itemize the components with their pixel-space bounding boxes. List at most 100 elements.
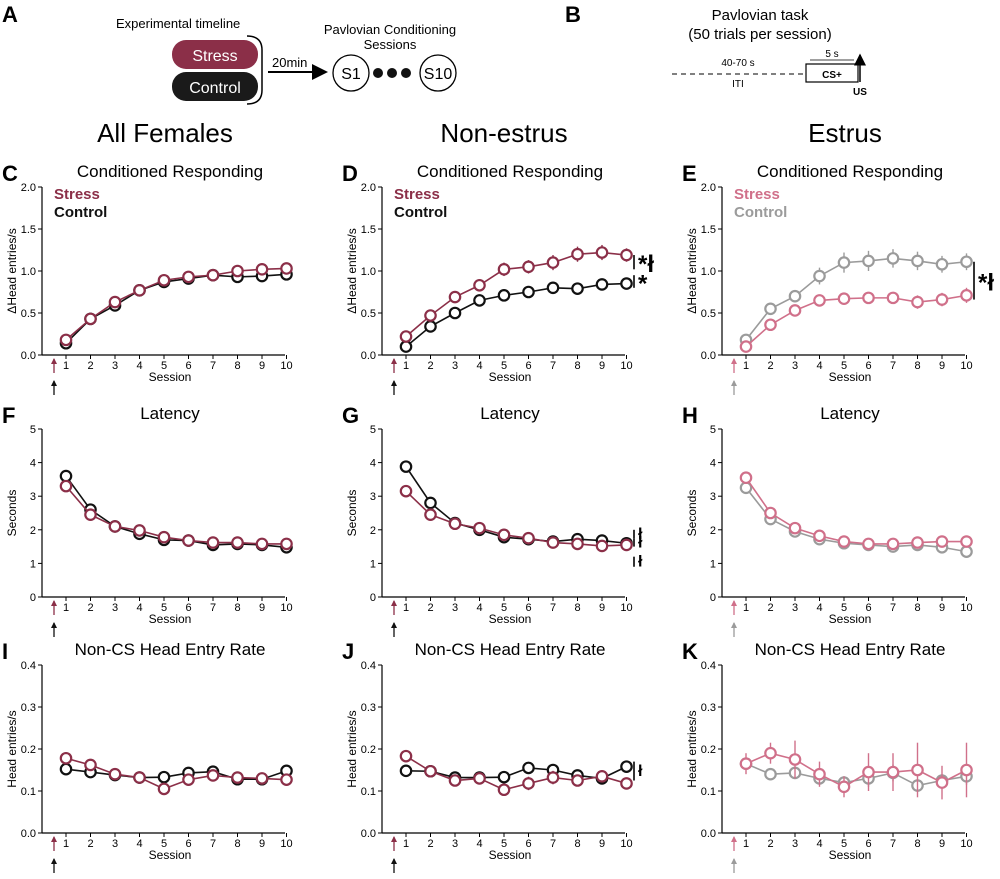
data-point	[108, 295, 122, 309]
data-point	[862, 291, 875, 305]
x-tick-label: 9	[259, 360, 265, 372]
x-tick-label: 6	[525, 360, 531, 372]
x-tick-label: 1	[403, 838, 409, 850]
x-tick-label: 8	[914, 838, 920, 850]
y-tick-label: 0.5	[361, 308, 376, 320]
x-axis-label: Session	[829, 370, 872, 384]
series-line	[405, 765, 627, 780]
y-tick-label: 0.2	[361, 744, 376, 756]
x-tick-label: 8	[574, 838, 580, 850]
panel-letter-a: A	[2, 2, 18, 27]
x-tick-label: 3	[452, 838, 458, 850]
data-point	[133, 524, 146, 537]
x-tick-label: 5	[841, 838, 847, 850]
y-tick-label: 0.0	[701, 828, 716, 840]
x-tick-label: 6	[185, 602, 191, 614]
series-line	[65, 768, 287, 781]
data-point	[206, 268, 220, 282]
data-point	[935, 776, 949, 789]
data-point	[280, 773, 293, 786]
series-control	[399, 277, 633, 353]
us-label: US	[853, 87, 867, 98]
data-point	[497, 289, 511, 302]
y-axis-label: Seconds	[5, 490, 19, 537]
chart-panel-c: C Conditioned Responding 0.0 0.5 1.0 1.5 2.0 ΔH…	[2, 161, 293, 395]
control-onset-arrowhead	[391, 380, 397, 386]
data-point	[59, 333, 73, 347]
data-point	[935, 535, 949, 548]
data-point	[935, 257, 949, 271]
data-point	[497, 263, 511, 276]
significance-marker: *ł	[638, 251, 654, 278]
x-tick-label: 3	[452, 360, 458, 372]
y-tick-label: 0.2	[701, 744, 716, 756]
task-title-line1: Pavlovian task	[712, 7, 809, 24]
x-tick-label: 2	[767, 360, 773, 372]
series-line	[745, 762, 967, 787]
panel-letter-b: B	[565, 2, 581, 27]
data-point	[399, 484, 413, 498]
data-point	[231, 771, 244, 784]
x-tick-label: 7	[890, 602, 896, 614]
y-tick-label: 0	[30, 592, 36, 604]
y-tick-label: 1.5	[701, 224, 716, 236]
x-tick-label: 5	[501, 838, 507, 850]
series-stress	[399, 484, 633, 553]
data-point	[620, 760, 633, 773]
x-tick-label: 6	[185, 838, 191, 850]
x-tick-label: 8	[914, 360, 920, 372]
data-point	[399, 330, 413, 343]
data-point	[788, 521, 802, 535]
x-tick-label: 1	[743, 602, 749, 614]
y-tick-label: 3	[30, 491, 36, 503]
x-axis-label: Session	[829, 848, 872, 862]
data-point	[473, 521, 486, 535]
data-point	[620, 777, 633, 790]
data-point	[473, 772, 486, 785]
iti-duration: 40-70 s	[721, 58, 754, 69]
session-s10-label: S10	[424, 66, 453, 83]
series-stress	[399, 749, 633, 797]
data-point	[157, 530, 171, 544]
data-point	[620, 248, 633, 262]
data-point	[911, 536, 924, 549]
data-point	[886, 291, 900, 305]
charts-layer: C Conditioned Responding 0.0 0.5 1.0 1.5 2.0 ΔH…	[2, 161, 994, 873]
x-tick-label: 10	[620, 602, 632, 614]
data-point	[182, 270, 195, 284]
x-tick-label: 3	[452, 602, 458, 614]
y-tick-label: 2	[370, 525, 376, 537]
x-tick-label: 1	[403, 360, 409, 372]
x-tick-label: 5	[501, 360, 507, 372]
y-tick-label: 0.0	[361, 828, 376, 840]
stress-onset-arrowhead	[731, 358, 737, 364]
y-tick-label: 0.0	[21, 828, 36, 840]
data-point	[739, 471, 753, 485]
chart-title: Non-CS Head Entry Rate	[415, 640, 606, 659]
series-control	[739, 249, 973, 347]
data-point	[788, 753, 802, 766]
stress-onset-arrowhead	[51, 358, 57, 364]
x-tick-label: 5	[841, 360, 847, 372]
x-axis-label: Session	[489, 370, 532, 384]
iti-label: ITI	[732, 79, 744, 90]
y-tick-label: 1.5	[361, 224, 376, 236]
chart-title: Conditioned Responding	[417, 162, 603, 181]
data-point	[448, 306, 462, 320]
panel-letter-i: I	[2, 639, 8, 664]
y-tick-label: 0.1	[361, 786, 376, 798]
legend-control: Control	[734, 204, 787, 221]
series-stress	[59, 262, 293, 347]
x-tick-label: 2	[767, 602, 773, 614]
data-point	[206, 769, 220, 782]
data-point	[546, 536, 560, 549]
data-point	[813, 529, 826, 543]
stress-onset-arrowhead	[51, 600, 57, 606]
x-tick-label: 9	[939, 602, 945, 614]
y-axis-label: ΔHead entries/s	[685, 228, 699, 313]
x-tick-label: 7	[210, 838, 216, 850]
chart-panel-k: K Non-CS Head Entry Rate 0.0 0.1 0.2 0.3 0.4 He…	[682, 639, 973, 873]
data-point	[108, 767, 122, 781]
data-point	[886, 537, 900, 551]
